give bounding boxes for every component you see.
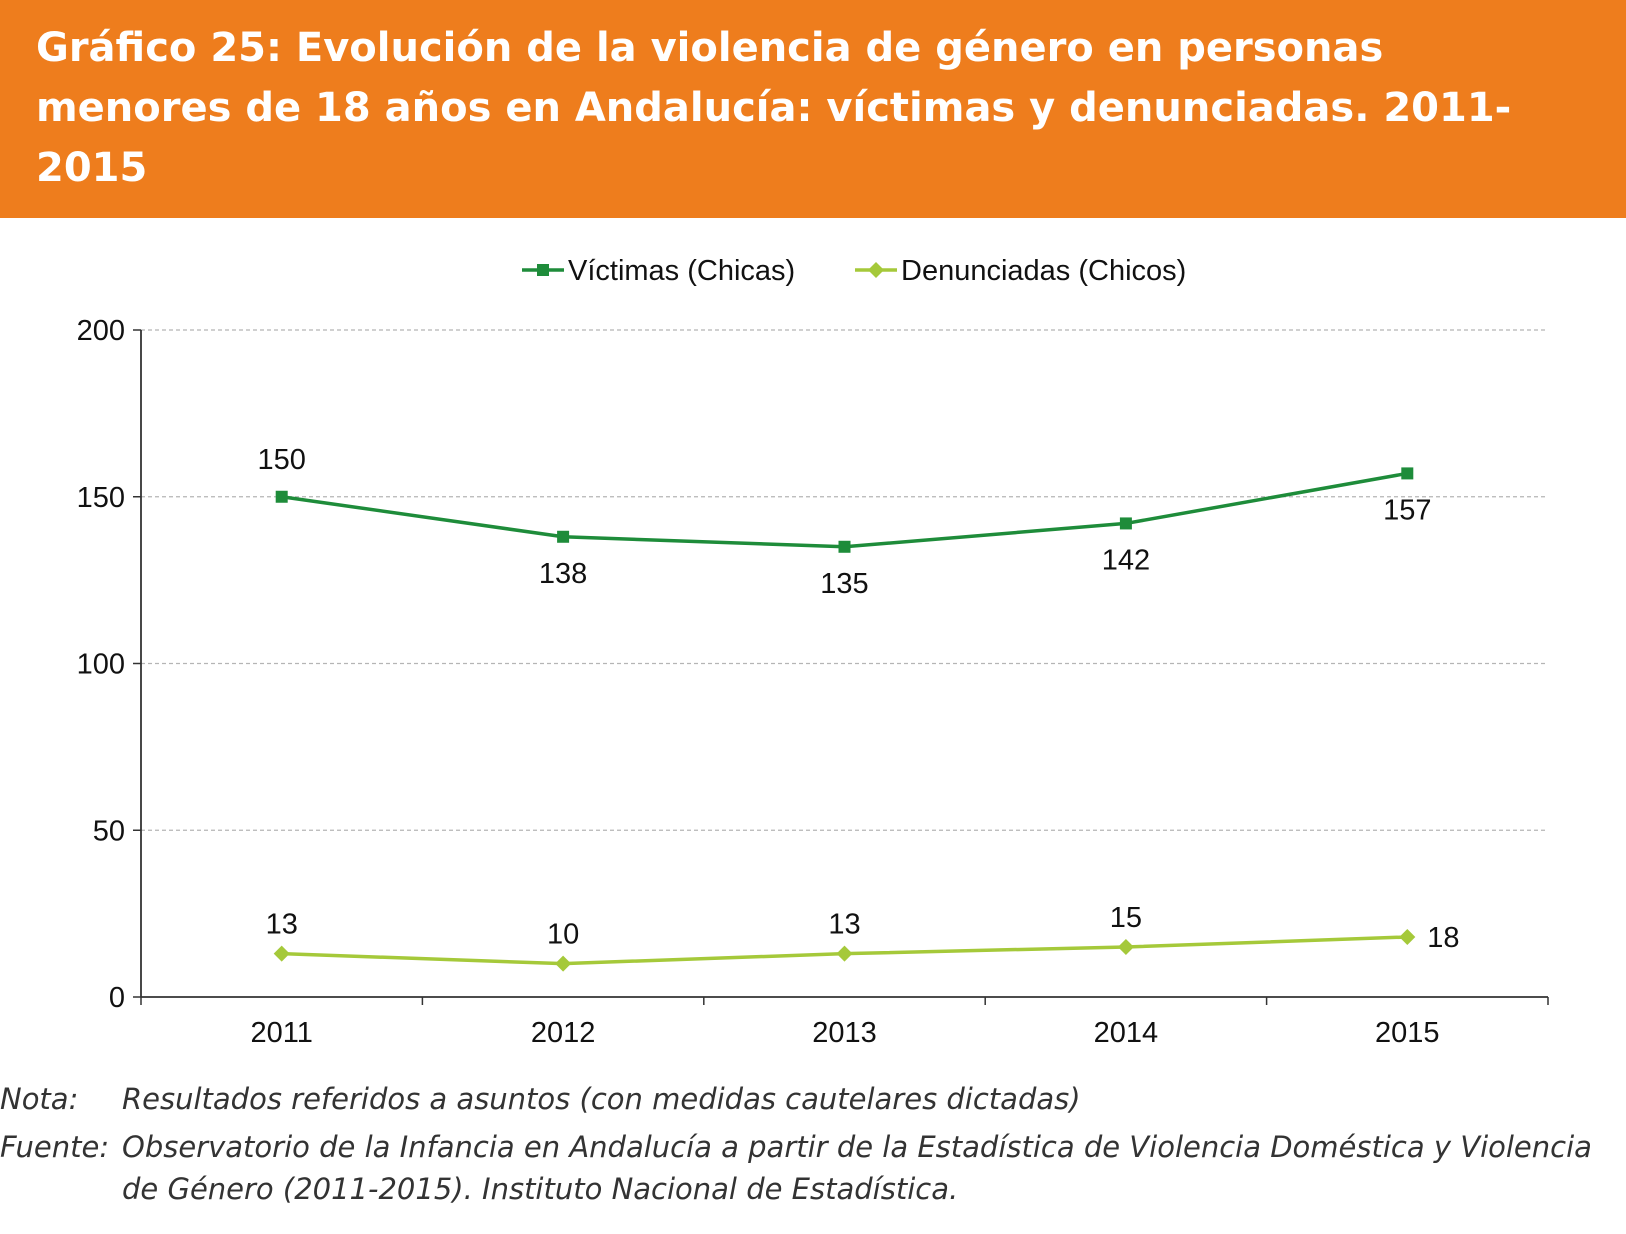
data-point <box>838 540 851 553</box>
data-label: 15 <box>1110 902 1142 934</box>
source-row: Fuente: Observatorio de la Infancia en A… <box>0 1126 1626 1214</box>
data-label: 13 <box>266 909 298 941</box>
legend-label: Denunciadas (Chicos) <box>901 255 1186 287</box>
notes: Nota: Resultados referidos a asuntos (co… <box>0 1078 1626 1214</box>
fuente-label: Fuente: <box>0 1130 110 1164</box>
line-chart: 0 50 100 150 200 2011 2012 2013 2014 2015 150 138 13… <box>77 255 1549 1049</box>
note-row: Nota: Resultados referidos a asuntos (co… <box>0 1078 1626 1120</box>
legend-marker <box>868 262 884 278</box>
fuente-text: Observatorio de la Infancia en Andalucía… <box>122 1130 1592 1206</box>
chart-title: Gráfico 25: Evolución de la violencia de… <box>36 25 1512 191</box>
x-tick-label: 2011 <box>251 1017 313 1049</box>
data-label: 13 <box>828 909 860 941</box>
x-tick-label: 2012 <box>531 1017 596 1049</box>
data-point <box>1399 928 1416 945</box>
nota-text: Resultados referidos a asuntos (con medi… <box>122 1082 1081 1116</box>
data-point <box>1117 938 1134 955</box>
y-tick-label: 50 <box>93 815 125 847</box>
data-label: 10 <box>547 919 579 951</box>
data-point <box>1401 467 1414 480</box>
data-label: 150 <box>258 444 306 476</box>
x-tick-label: 2013 <box>812 1017 877 1049</box>
y-tick-label: 200 <box>77 315 125 347</box>
data-label: 18 <box>1427 922 1459 954</box>
legend-marker <box>537 264 549 276</box>
x-tick-label: 2015 <box>1375 1017 1440 1049</box>
x-tick-label: 2014 <box>1094 1017 1159 1049</box>
series-line <box>281 471 1408 549</box>
data-point <box>555 955 572 972</box>
data-point <box>1119 517 1132 530</box>
data-label: 135 <box>820 568 868 600</box>
data-point <box>273 945 290 962</box>
data-label: 138 <box>539 558 587 590</box>
title-band: Gráfico 25: Evolución de la violencia de… <box>0 0 1626 218</box>
legend-label: Víctimas (Chicas) <box>568 255 795 287</box>
nota-label: Nota: <box>0 1082 79 1116</box>
y-tick-label: 100 <box>77 649 125 681</box>
data-point <box>836 945 853 962</box>
y-tick-label: 150 <box>77 482 125 514</box>
data-point <box>557 530 570 543</box>
data-label: 142 <box>1102 544 1150 576</box>
data-point <box>275 490 288 503</box>
legend: Víctimas (Chicas) Denunciadas (Chicos) <box>522 255 1186 287</box>
y-tick-label: 0 <box>109 982 125 1014</box>
data-label: 157 <box>1383 494 1431 526</box>
